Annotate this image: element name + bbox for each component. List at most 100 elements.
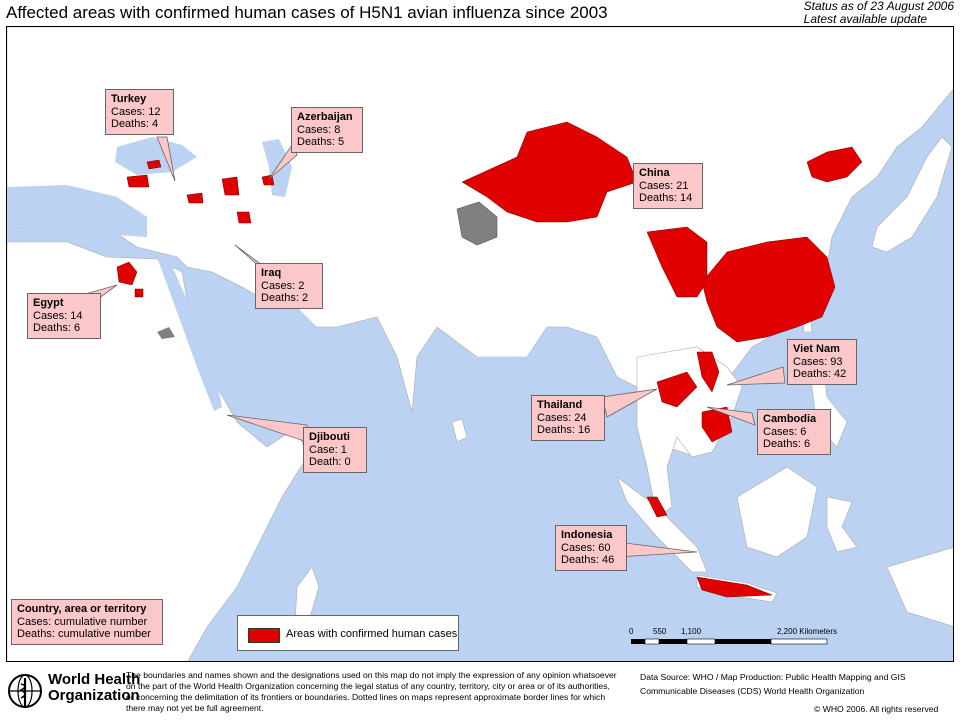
callout-cambodia-name: Cambodia <box>763 413 817 425</box>
callout-egypt-name: Egypt <box>33 297 64 309</box>
callout-indonesia-deaths: Deaths: 46 <box>561 554 615 566</box>
status-date: Status as of 23 August 2006 Latest avail… <box>804 0 954 26</box>
key-note-title: Country, area or territory <box>17 603 147 615</box>
callout-egypt-deaths: Deaths: 6 <box>33 322 81 334</box>
disputed-halaib <box>157 327 175 339</box>
callout-iraq: Iraq Cases: 2 Deaths: 2 <box>255 263 323 309</box>
affected-egypt-south <box>134 288 144 298</box>
callout-egypt: Egypt Cases: 14 Deaths: 6 <box>27 293 101 339</box>
callout-china-deaths: Deaths: 14 <box>639 192 693 204</box>
callout-cambodia-deaths: Deaths: 6 <box>763 438 811 450</box>
callout-thailand: Thailand Cases: 24 Deaths: 16 <box>531 395 605 441</box>
who-org-name-line1: World Health <box>48 671 141 688</box>
callout-djibouti-deaths: Death: 0 <box>309 456 351 468</box>
callout-china-cases: Cases: 21 <box>639 179 689 192</box>
map-frame: Turkey Cases: 12 Deaths: 4 Azerbaijan Ca… <box>6 26 954 662</box>
callout-turkey-deaths: Deaths: 4 <box>111 118 159 130</box>
callout-vietnam-name: Viet Nam <box>793 343 840 355</box>
map-legend: Areas with confirmed human cases <box>237 615 459 651</box>
callout-china: China Cases: 21 Deaths: 14 <box>633 163 703 209</box>
callout-cambodia-cases: Cases: 6 <box>763 425 807 438</box>
pointer-cambodia <box>706 406 756 426</box>
affected-egypt <box>116 261 138 286</box>
land-sri-lanka <box>451 418 468 443</box>
callout-cambodia: Cambodia Cases: 6 Deaths: 6 <box>757 409 831 455</box>
scale-tick-2200: 2,200 Kilometers <box>777 627 838 636</box>
callout-thailand-cases: Cases: 24 <box>537 411 587 424</box>
callout-vietnam-cases: Cases: 93 <box>793 355 843 368</box>
who-org-name-line2: Organization <box>48 687 140 704</box>
callout-djibouti-cases: Case: 1 <box>309 443 347 456</box>
affected-turkey-black-sea <box>146 159 162 170</box>
land-new-guinea <box>886 547 953 627</box>
callout-turkey-name: Turkey <box>111 93 147 105</box>
callout-thailand-name: Thailand <box>537 399 583 411</box>
callout-azerbaijan: Azerbaijan Cases: 8 Deaths: 5 <box>291 107 363 153</box>
affected-china-northeast <box>806 146 863 183</box>
callout-azerbaijan-name: Azerbaijan <box>297 111 353 123</box>
callout-indonesia-name: Indonesia <box>561 529 613 541</box>
who-logo-icon <box>8 674 42 708</box>
affected-iraq <box>236 211 252 224</box>
land-japan <box>871 136 953 253</box>
callout-vietnam: Viet Nam Cases: 93 Deaths: 42 <box>787 339 857 385</box>
land-borneo <box>736 466 818 558</box>
callout-iraq-name: Iraq <box>261 267 282 279</box>
disclaimer-line-1: The boundaries and names shown and the d… <box>126 670 617 680</box>
callout-china-name: China <box>639 167 670 179</box>
callout-azerbaijan-cases: Cases: 8 <box>297 123 341 136</box>
scale-bar: 0 550 1,100 2,200 Kilometers <box>627 627 847 657</box>
status-line-date: Status as of 23 August 2006 <box>803 0 954 13</box>
who-org-name: World Health Organization <box>48 672 140 704</box>
callout-thailand-deaths: Deaths: 16 <box>537 424 591 436</box>
affected-turkey-west <box>126 174 150 188</box>
callout-iraq-deaths: Deaths: 2 <box>261 292 309 304</box>
red-sea <box>157 257 222 411</box>
affected-vietnam <box>696 351 720 393</box>
data-source: Data Source: WHO / Map Production: Publi… <box>640 670 950 698</box>
callout-indonesia: Indonesia Cases: 60 Deaths: 46 <box>555 525 627 571</box>
data-source-line-2: Communicable Diseases (CDS) World Health… <box>640 686 865 696</box>
disputed-kashmir <box>456 201 498 246</box>
callout-turkey: Turkey Cases: 12 Deaths: 4 <box>105 89 174 135</box>
pointer-turkey <box>156 136 176 182</box>
callout-egypt-cases: Cases: 14 <box>33 309 83 322</box>
affected-china-sichuan <box>646 226 708 298</box>
mediterranean <box>7 185 147 237</box>
key-note-deaths: Deaths: cumulative number <box>17 628 151 640</box>
disclaimer-line-3: or concerning the delimitation of its fr… <box>126 692 606 713</box>
copyright: © WHO 2006. All rights reserved <box>814 704 939 714</box>
callout-vietnam-deaths: Deaths: 42 <box>793 368 847 380</box>
data-source-line-1: Data Source: WHO / Map Production: Publi… <box>640 672 906 682</box>
scale-tick-0: 0 <box>629 627 634 636</box>
callout-pointers <box>81 136 786 558</box>
callout-turkey-cases: Cases: 12 <box>111 105 161 118</box>
black-sea <box>115 137 197 175</box>
affected-thailand <box>656 371 698 408</box>
affected-china-southeast <box>701 236 836 343</box>
status-line-update: Latest available update <box>803 12 928 26</box>
scale-tick-550: 550 <box>653 627 667 636</box>
affected-regions <box>116 121 863 598</box>
legend-label-affected: Areas with confirmed human cases <box>286 628 458 640</box>
pointer-vietnam <box>726 366 786 386</box>
callout-indonesia-cases: Cases: 60 <box>561 541 611 554</box>
affected-sumatra <box>646 496 668 518</box>
callout-iraq-cases: Cases: 2 <box>261 279 305 292</box>
key-note-cases: Cases: cumulative number <box>17 615 148 628</box>
scale-tick-1100: 1,100 <box>681 627 702 636</box>
affected-java <box>696 576 773 598</box>
affected-turkey-central <box>186 192 204 204</box>
affected-cambodia <box>701 406 733 443</box>
land-africa <box>7 241 308 661</box>
callout-azerbaijan-deaths: Deaths: 5 <box>297 136 345 148</box>
affected-china-xinjiang <box>461 121 638 223</box>
footer: World Health Organization The boundaries… <box>0 664 960 720</box>
scale-bar-graphic <box>631 638 828 645</box>
legend-swatch-affected <box>248 628 280 643</box>
key-note: Country, area or territory Cases: cumula… <box>11 599 163 645</box>
callout-djibouti-name: Djibouti <box>309 431 350 443</box>
disclaimer-line-2: on the part of the World Health Organiza… <box>126 681 610 691</box>
land-sulawesi <box>826 496 858 553</box>
callout-djibouti: Djibouti Case: 1 Death: 0 <box>303 427 367 473</box>
